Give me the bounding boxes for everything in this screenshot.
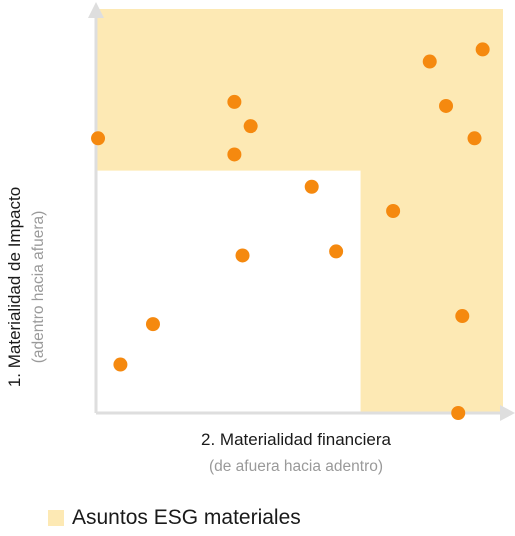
data-point [475, 42, 490, 57]
data-point [243, 119, 258, 134]
material-zone-area [96, 9, 503, 413]
data-point [304, 179, 319, 194]
data-point [386, 204, 401, 218]
data-point [439, 98, 454, 113]
y-axis-label: 1. Materialidad de Impacto [5, 187, 24, 387]
y-axis-sublabel: (adentro hacia afuera) [30, 211, 47, 364]
data-point [455, 309, 470, 324]
x-axis-sublabel: (de afuera hacia adentro) [209, 458, 383, 475]
x-axis-label: 2. Materialidad financiera [201, 430, 391, 449]
materiality-chart: 2. Materialidad financiera (de afuera ha… [5, 2, 515, 475]
y-axis-arrow [88, 2, 104, 18]
x-axis-arrow [500, 405, 515, 421]
legend-label: Asuntos ESG materiales [72, 506, 301, 529]
data-point [91, 131, 106, 146]
legend: Asuntos ESG materiales [48, 507, 301, 528]
data-point [227, 94, 242, 109]
data-point [329, 244, 344, 259]
axes [88, 2, 515, 421]
data-point [227, 147, 242, 162]
data-point [235, 248, 250, 263]
data-point [113, 357, 128, 372]
data-point [451, 406, 466, 420]
data-point [145, 317, 160, 332]
data-point [422, 54, 437, 69]
material-zone [96, 9, 503, 413]
legend-swatch [48, 509, 64, 526]
data-point [467, 131, 482, 146]
data-points [91, 42, 490, 420]
